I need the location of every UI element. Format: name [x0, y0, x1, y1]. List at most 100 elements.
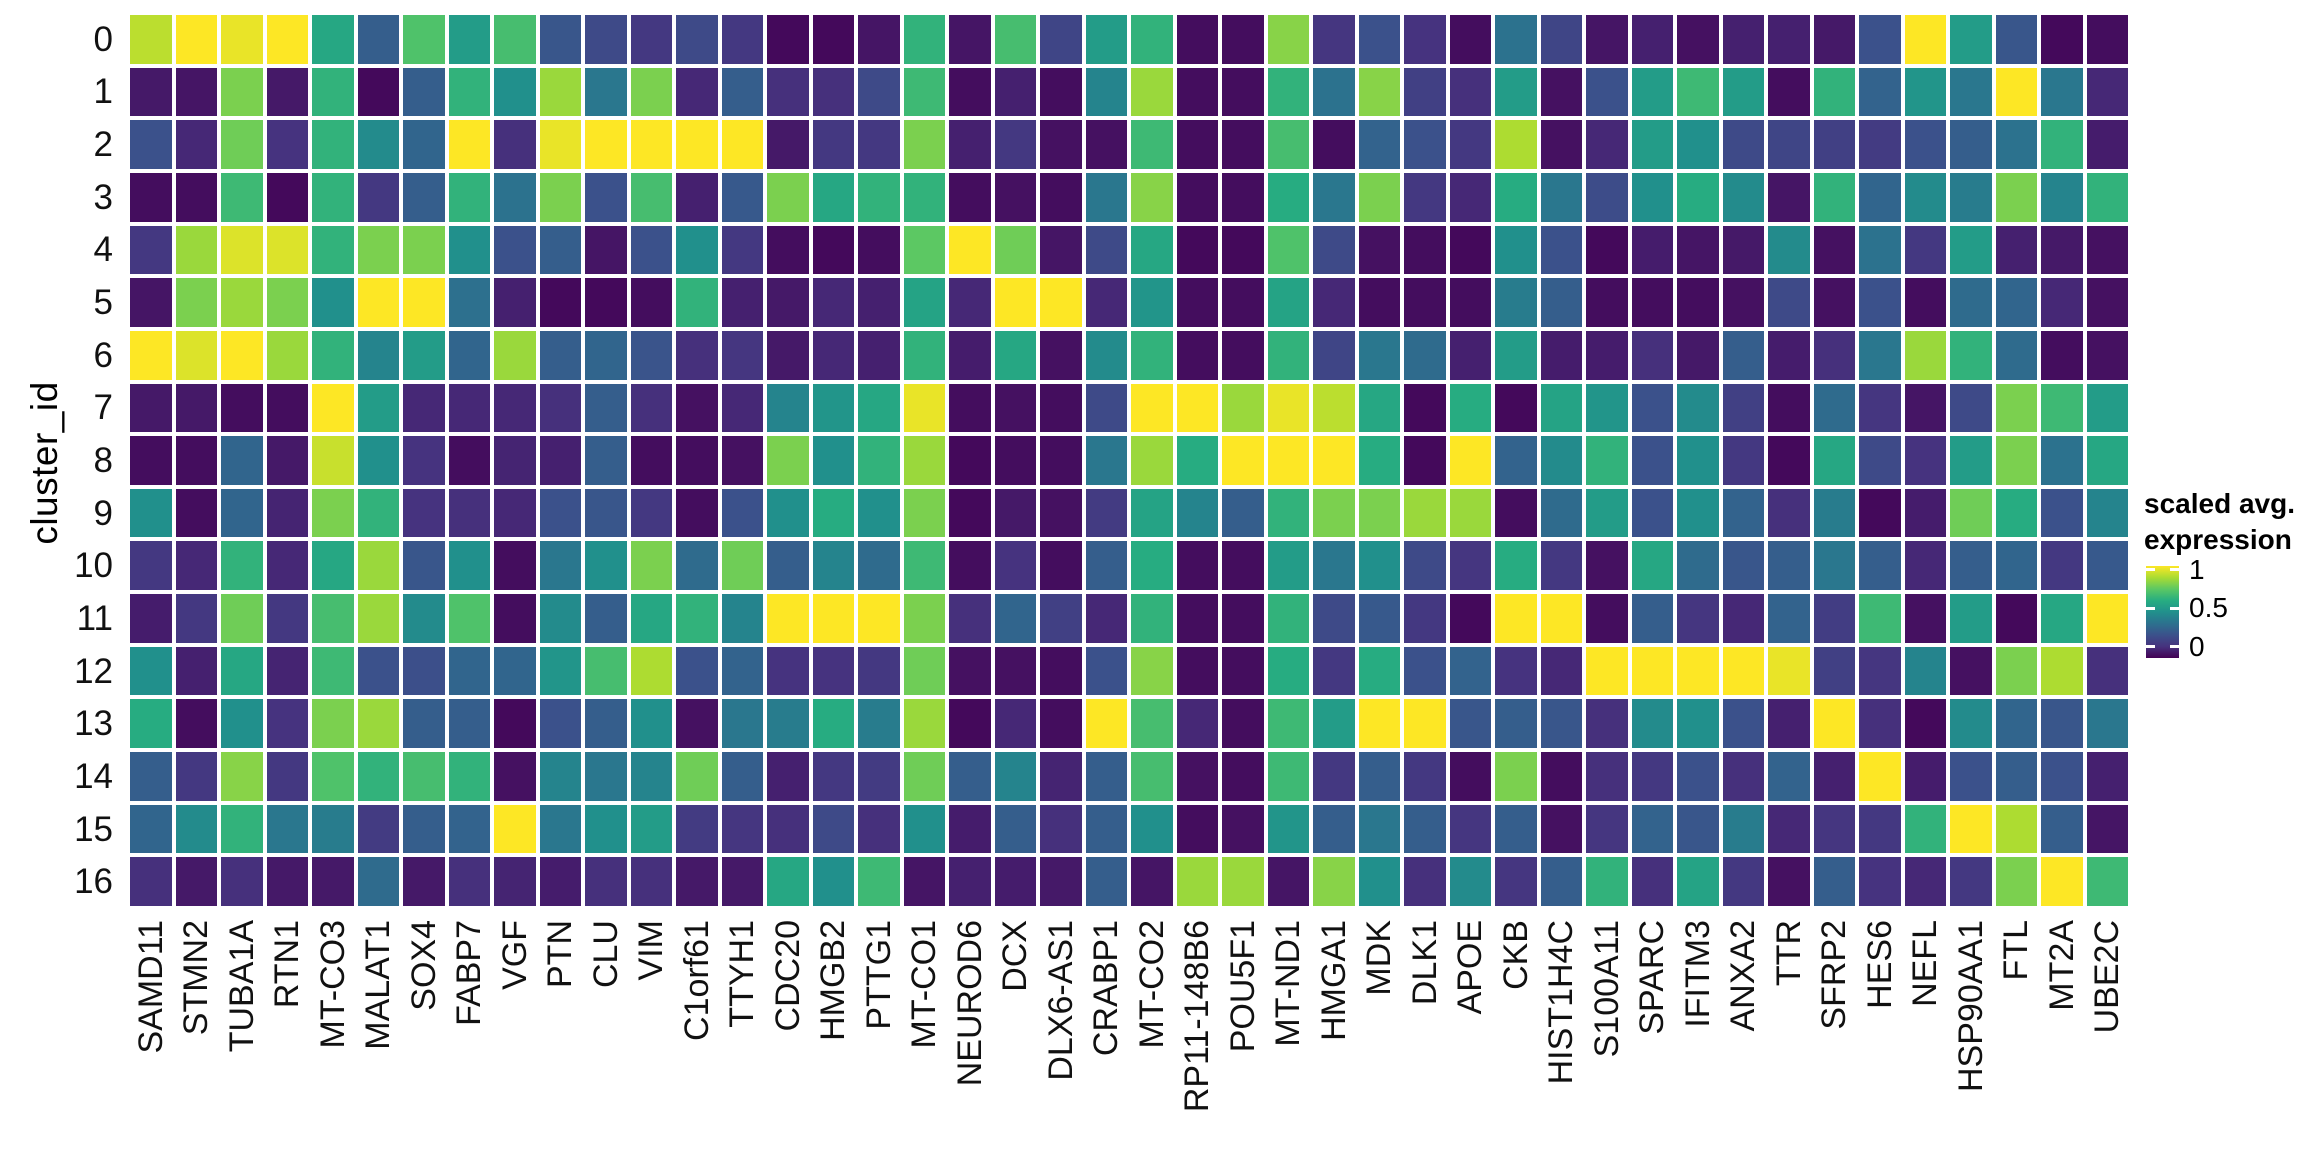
heatmap-cell: [1813, 857, 1855, 906]
heatmap-cell: [2041, 172, 2083, 222]
heatmap-cell: [1995, 488, 2037, 538]
heatmap-cell: [1950, 172, 1992, 222]
heatmap-cell: [448, 804, 490, 854]
heatmap-cell: [1358, 594, 1400, 643]
heatmap-cell: [1768, 278, 1810, 327]
heatmap-cell: [1677, 225, 1719, 275]
legend-tick-mark: [2146, 606, 2155, 610]
heatmap-cell: [858, 646, 900, 696]
heatmap-cell: [1176, 699, 1218, 749]
heatmap-cell: [630, 383, 672, 433]
heatmap-cell: [949, 646, 991, 696]
column-label: NEFL: [1906, 920, 1945, 1007]
heatmap-cell: [312, 857, 354, 906]
heatmap-cell: [1176, 436, 1218, 485]
heatmap-cell: [1995, 330, 2037, 380]
heatmap-cell: [1859, 857, 1901, 906]
heatmap-cell: [1631, 594, 1673, 643]
heatmap-cell: [1540, 594, 1582, 643]
heatmap-cell: [1677, 488, 1719, 538]
column-label: RTN1: [268, 920, 307, 1009]
heatmap-cell: [1631, 541, 1673, 591]
heatmap-cell: [1586, 436, 1628, 485]
legend-tick-mark: [2170, 645, 2179, 649]
heatmap-cell: [1176, 857, 1218, 906]
heatmap-cell: [767, 15, 809, 64]
heatmap-cell: [767, 120, 809, 169]
heatmap-cell: [494, 857, 536, 906]
heatmap-cell: [1358, 752, 1400, 801]
heatmap-cell: [1131, 752, 1173, 801]
heatmap-cell: [1631, 383, 1673, 433]
heatmap-cell: [1449, 172, 1491, 222]
heatmap-cell: [312, 699, 354, 749]
heatmap-cell: [1085, 225, 1127, 275]
heatmap-cell: [1495, 330, 1537, 380]
heatmap-cell: [1176, 804, 1218, 854]
heatmap-cell: [585, 594, 627, 643]
heatmap-cell: [1267, 699, 1309, 749]
heatmap-cell: [1085, 120, 1127, 169]
heatmap-cell: [1449, 857, 1491, 906]
heatmap-cell: [1813, 225, 1855, 275]
heatmap-cell: [1222, 857, 1264, 906]
heatmap-cell: [1722, 120, 1764, 169]
heatmap-cell: [2041, 278, 2083, 327]
heatmap-cell: [403, 15, 445, 64]
heatmap-cell: [2086, 699, 2128, 749]
heatmap-cell: [130, 804, 172, 854]
column-label: TTR: [1769, 920, 1808, 987]
heatmap-cell: [630, 699, 672, 749]
heatmap-cell: [175, 120, 217, 169]
heatmap-cell: [676, 857, 718, 906]
heatmap-cell: [1586, 646, 1628, 696]
legend-tick-mark: [2170, 606, 2179, 610]
heatmap-cell: [1449, 699, 1491, 749]
heatmap-cell: [1677, 541, 1719, 591]
heatmap-cell: [2086, 541, 2128, 591]
heatmap-cell: [403, 67, 445, 117]
heatmap-cell: [1085, 172, 1127, 222]
heatmap-cell: [2041, 330, 2083, 380]
heatmap-cell: [448, 67, 490, 117]
heatmap-cell: [676, 172, 718, 222]
heatmap-cell: [721, 225, 763, 275]
heatmap-cell: [1449, 225, 1491, 275]
row-label: 15: [74, 809, 113, 849]
heatmap-cell: [1358, 541, 1400, 591]
heatmap-cell: [585, 120, 627, 169]
heatmap-cell: [448, 436, 490, 485]
heatmap-cell: [1859, 278, 1901, 327]
heatmap-cell: [1131, 120, 1173, 169]
heatmap-cell: [357, 225, 399, 275]
heatmap-cell: [130, 67, 172, 117]
heatmap-cell: [903, 67, 945, 117]
heatmap-cell: [1768, 67, 1810, 117]
heatmap-cell: [539, 436, 581, 485]
heatmap-cell: [858, 15, 900, 64]
heatmap-cell: [130, 330, 172, 380]
heatmap-cell: [448, 120, 490, 169]
heatmap-cell: [721, 804, 763, 854]
heatmap-cell: [1040, 488, 1082, 538]
heatmap-cell: [767, 594, 809, 643]
row-label: 16: [74, 862, 113, 902]
heatmap-cell: [1040, 541, 1082, 591]
heatmap-cell: [1267, 15, 1309, 64]
heatmap-cell: [312, 172, 354, 222]
heatmap-cell: [585, 67, 627, 117]
column-label: SFRP2: [1815, 920, 1854, 1030]
heatmap-cell: [1631, 67, 1673, 117]
column-label: HMGB2: [814, 920, 853, 1041]
heatmap-cell: [858, 67, 900, 117]
heatmap-cell: [266, 488, 308, 538]
heatmap-cell: [1995, 699, 2037, 749]
heatmap-cell: [357, 752, 399, 801]
heatmap-cell: [1313, 330, 1355, 380]
heatmap-cell: [1495, 804, 1537, 854]
column-label: C1orf61: [677, 920, 716, 1041]
heatmap-cell: [1631, 646, 1673, 696]
heatmap-cell: [2041, 541, 2083, 591]
heatmap-cell: [2041, 488, 2083, 538]
heatmap-cell: [494, 594, 536, 643]
